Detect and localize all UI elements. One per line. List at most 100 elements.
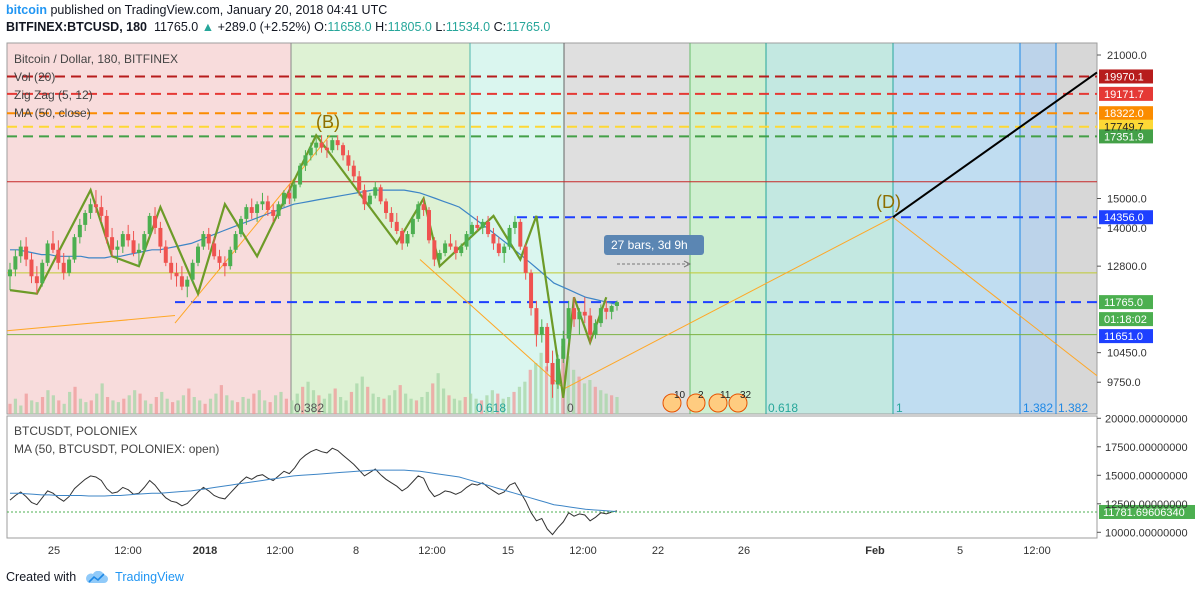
candle-body — [67, 259, 72, 273]
volume-bar — [534, 363, 538, 414]
price-label: 19171.7 — [1104, 89, 1144, 101]
volume-bar — [572, 369, 576, 414]
volume-bar — [593, 386, 597, 414]
candle-body — [582, 311, 587, 316]
candle-body — [8, 269, 12, 277]
y-tick-label: 21000.0 — [1107, 50, 1147, 62]
candle-body — [480, 221, 485, 228]
x-tick-label: 12:00 — [114, 545, 142, 557]
volume-bar — [338, 397, 343, 414]
volume-bar — [393, 390, 397, 414]
volume-bar — [490, 390, 494, 414]
volume-bar — [604, 393, 608, 414]
candle-body — [357, 176, 362, 191]
candle-body — [529, 272, 534, 309]
chart-title: Bitcoin / Dollar, 180, BITFINEX — [14, 52, 178, 66]
volume-bar — [452, 398, 457, 414]
volume-bar — [236, 402, 240, 414]
volume-bar — [376, 397, 381, 414]
candle-body — [281, 192, 286, 205]
volume-bar — [35, 402, 39, 414]
candle-body — [496, 243, 501, 254]
candle-body — [384, 201, 389, 213]
price-label: 18322.0 — [1104, 108, 1144, 120]
x-tick-label: 8 — [353, 545, 359, 557]
volume-bar — [609, 395, 614, 414]
price-label-badge — [1099, 329, 1153, 344]
volume-bar — [40, 397, 45, 414]
price-label-badge — [1099, 210, 1153, 225]
volume-bar — [225, 395, 229, 414]
candle-body — [319, 142, 324, 148]
event-badge-count: 32 — [740, 390, 752, 401]
candle-body — [598, 308, 603, 324]
volume-bar — [176, 400, 180, 414]
candle-body — [523, 246, 528, 273]
volume-bar — [328, 393, 332, 414]
volume-bar — [582, 383, 587, 414]
price-label: 11765.0 — [1104, 297, 1143, 309]
volume-bar — [360, 376, 364, 414]
candle-body — [400, 230, 405, 244]
volume-bar — [382, 398, 386, 414]
y-tick-label: 12800.0 — [1107, 261, 1147, 273]
volume-bar — [268, 402, 272, 414]
candle-body — [83, 212, 88, 225]
volume-bar — [485, 395, 489, 414]
volume-bar — [246, 398, 251, 414]
time-zone-region — [470, 43, 564, 414]
candle-body — [491, 234, 496, 244]
fib-projection-line — [419, 259, 565, 390]
volume-bar — [143, 400, 148, 414]
volume-bar — [463, 397, 467, 414]
candle-body — [588, 315, 593, 335]
candle-body — [572, 308, 577, 320]
candle-body — [153, 215, 158, 228]
x-tick-label: 26 — [738, 545, 750, 557]
volume-bar — [122, 398, 126, 414]
high-label: H: — [375, 20, 388, 34]
price-label: 11651.0 — [1104, 331, 1143, 343]
candle-body — [120, 234, 125, 247]
open-value: 11658.0 — [327, 20, 372, 34]
event-flag-icon — [662, 393, 682, 413]
candle-body — [545, 326, 550, 363]
volume-bar — [301, 386, 305, 414]
low-value: 11534.0 — [445, 20, 491, 34]
volume-bar — [469, 393, 473, 414]
fib-time-label: 1 — [896, 401, 903, 415]
volume-bar — [561, 346, 565, 414]
volume-bar — [219, 385, 223, 414]
fib-projection-line — [6, 315, 176, 332]
high-value: 11805.0 — [387, 20, 432, 34]
candle-body — [577, 311, 582, 320]
candle-body — [298, 165, 303, 185]
candle-body — [255, 204, 260, 213]
candle-body — [469, 224, 474, 235]
time-zone-region — [564, 43, 690, 414]
volume-bar — [398, 385, 402, 414]
chart-canvas[interactable]: 21000.0 15000.0 14000.0 12800.0 10450.0 9750.… — [0, 38, 1199, 570]
event-badge-count: 10 — [674, 390, 686, 401]
event-badge-count: 11 — [720, 390, 731, 401]
legend-entry: Vol (20) — [14, 70, 55, 84]
btcusdt-price-line — [9, 447, 618, 536]
candle-body — [169, 262, 174, 273]
volume-bar — [479, 400, 484, 414]
price-label-badge — [1099, 69, 1153, 84]
fib-time-label: 1.382 — [1058, 401, 1088, 415]
event-flag-icon — [728, 393, 748, 413]
candle-body — [126, 234, 131, 241]
candle-body — [507, 227, 512, 247]
volume-bar — [387, 395, 391, 414]
author-name[interactable]: bitcoin — [6, 3, 47, 17]
event-flag-icon — [708, 393, 728, 413]
time-zone-region — [690, 43, 766, 414]
lower-y-tick-label: 15000.00000000 — [1105, 470, 1188, 482]
volume-bar — [95, 393, 99, 414]
volume-bar — [51, 395, 55, 414]
candle-body — [389, 212, 394, 222]
fib-time-label: 0.618 — [768, 401, 798, 415]
tradingview-link[interactable]: TradingView — [115, 570, 184, 584]
lower-legend-entry: MA (50, BTCUSDT, POLONIEX: open) — [14, 442, 219, 456]
